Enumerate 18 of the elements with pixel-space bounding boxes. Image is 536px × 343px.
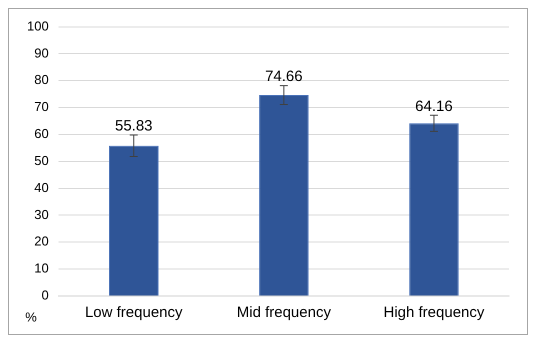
- y-tick-label: 0: [41, 288, 49, 303]
- x-tick-label: Mid frequency: [236, 304, 332, 322]
- y-tick-label: 70: [34, 99, 49, 114]
- y-tick-label: 50: [34, 152, 49, 168]
- y-tick-label: 90: [34, 45, 49, 60]
- x-tick-label: Low frequency: [84, 304, 184, 322]
- y-tick-label: 20: [34, 234, 49, 249]
- y-tick-label: 10: [34, 260, 49, 276]
- y-tick-label: 30: [34, 206, 49, 222]
- data-label: 64.16: [415, 98, 453, 115]
- y-tick-label: 60: [34, 126, 49, 142]
- y-tick-label: 40: [34, 180, 49, 195]
- y-tick-label: 80: [34, 72, 49, 88]
- data-label: 74.66: [265, 68, 303, 86]
- y-axis-title: %: [25, 310, 38, 325]
- x-tick-label: High frequency: [383, 304, 485, 322]
- y-tick-label: 100: [26, 18, 49, 34]
- data-label: 55.83: [114, 118, 153, 135]
